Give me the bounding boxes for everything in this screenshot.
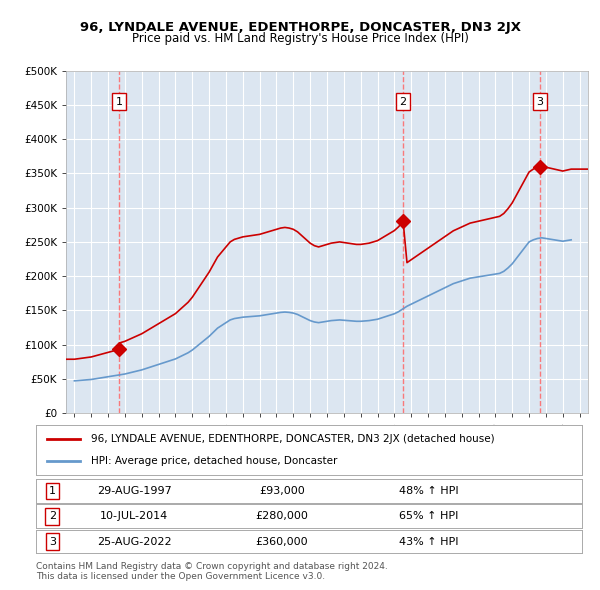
- Text: 3: 3: [49, 537, 56, 546]
- Text: 96, LYNDALE AVENUE, EDENTHORPE, DONCASTER, DN3 2JX: 96, LYNDALE AVENUE, EDENTHORPE, DONCASTE…: [79, 21, 521, 34]
- Text: 1: 1: [49, 486, 56, 496]
- Text: £93,000: £93,000: [259, 486, 305, 496]
- Text: 1: 1: [116, 97, 123, 107]
- Text: £280,000: £280,000: [255, 512, 308, 521]
- Text: 65% ↑ HPI: 65% ↑ HPI: [400, 512, 459, 521]
- Text: 25-AUG-2022: 25-AUG-2022: [97, 537, 172, 546]
- Text: 2: 2: [49, 512, 56, 521]
- Text: 96, LYNDALE AVENUE, EDENTHORPE, DONCASTER, DN3 2JX (detached house): 96, LYNDALE AVENUE, EDENTHORPE, DONCASTE…: [91, 434, 494, 444]
- Text: Contains HM Land Registry data © Crown copyright and database right 2024.
This d: Contains HM Land Registry data © Crown c…: [36, 562, 388, 581]
- Text: 43% ↑ HPI: 43% ↑ HPI: [400, 537, 459, 546]
- Text: Price paid vs. HM Land Registry's House Price Index (HPI): Price paid vs. HM Land Registry's House …: [131, 32, 469, 45]
- Text: 3: 3: [536, 97, 544, 107]
- Text: 48% ↑ HPI: 48% ↑ HPI: [400, 486, 459, 496]
- Text: 2: 2: [400, 97, 407, 107]
- Text: 29-AUG-1997: 29-AUG-1997: [97, 486, 172, 496]
- Text: 10-JUL-2014: 10-JUL-2014: [100, 512, 169, 521]
- Text: £360,000: £360,000: [256, 537, 308, 546]
- Text: HPI: Average price, detached house, Doncaster: HPI: Average price, detached house, Donc…: [91, 456, 337, 466]
